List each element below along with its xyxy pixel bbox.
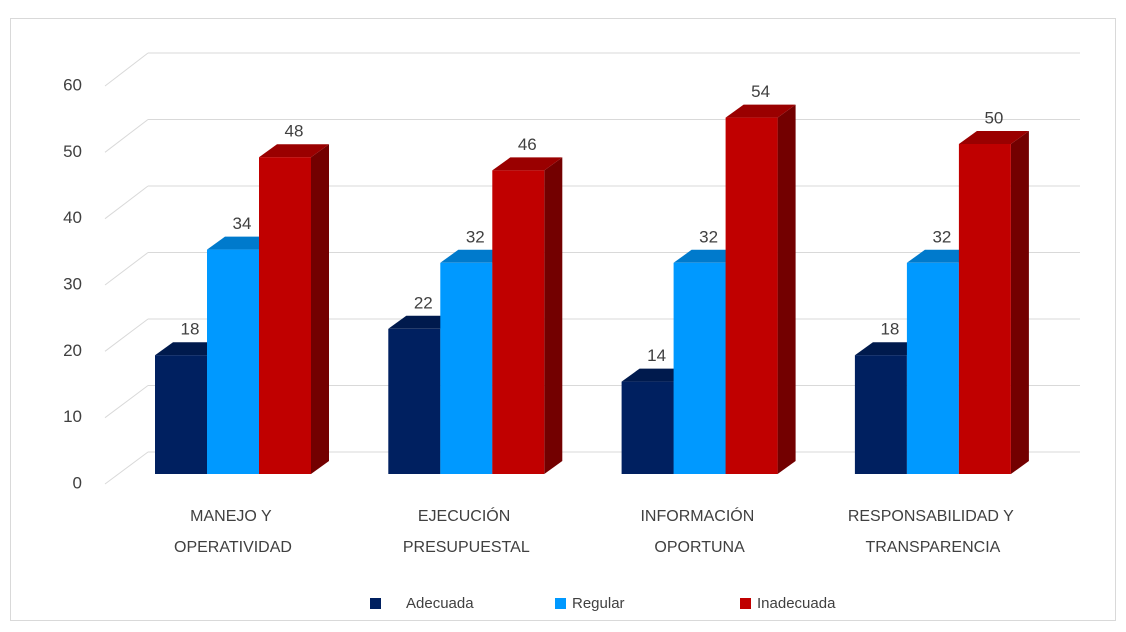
y-tick-label: 40 [63, 208, 82, 227]
data-label: 34 [233, 214, 252, 233]
legend-swatch [555, 598, 566, 609]
legend-swatch [740, 598, 751, 609]
bar-side [777, 104, 796, 474]
bar [155, 355, 207, 474]
y-tick-label: 60 [63, 75, 82, 94]
grid-line-side [104, 385, 149, 419]
bar [440, 262, 493, 474]
x-tick-label: MANEJO Y OPERATIVIDAD [174, 508, 292, 556]
bar-side [311, 144, 329, 474]
bar [259, 157, 311, 474]
bar [958, 144, 1011, 474]
y-tick-label: 10 [63, 407, 82, 426]
bar [388, 328, 441, 474]
bar [673, 262, 726, 474]
data-label: 18 [880, 320, 899, 339]
bar [906, 262, 959, 474]
data-label: 46 [518, 135, 537, 154]
y-tick-label: 0 [73, 473, 82, 492]
bar [725, 117, 778, 474]
bar-top [958, 131, 1029, 144]
legend-label: Adecuada [406, 595, 474, 612]
bar-top [492, 157, 563, 171]
data-label: 50 [984, 108, 1003, 127]
bar [492, 170, 545, 474]
bar [621, 381, 674, 474]
bar [854, 355, 907, 474]
data-label: 22 [414, 293, 433, 312]
data-label: 54 [751, 82, 770, 101]
grid-line-side [104, 451, 149, 485]
grid-line-side [104, 252, 149, 286]
grid-line-side [104, 119, 149, 153]
grid-line-side [104, 52, 149, 87]
data-label: 32 [466, 227, 485, 246]
data-label: 32 [699, 227, 718, 246]
y-tick-label: 50 [63, 142, 82, 161]
data-label: 18 [181, 320, 200, 339]
legend-swatch [370, 598, 381, 609]
grid-line-side [104, 318, 149, 352]
data-label: 14 [647, 346, 666, 365]
x-tick-label: EJECUCIÓN PRESUPUESTAL [403, 506, 530, 556]
y-tick-label: 30 [63, 274, 82, 293]
legend-label: Regular [572, 595, 625, 612]
bar-side [1010, 131, 1029, 474]
bar-top [259, 144, 329, 158]
x-tick-label: INFORMACIÓN OPORTUNA [640, 506, 758, 556]
x-tick-label: RESPONSABILIDAD Y TRANSPARENCIA [848, 508, 1018, 556]
legend-label: Inadecuada [757, 595, 836, 612]
bar-top [725, 104, 796, 118]
data-label: 32 [932, 227, 951, 246]
bar-side [544, 157, 563, 474]
bar [207, 249, 259, 474]
grid-line-side [104, 185, 149, 220]
data-label: 48 [285, 122, 304, 141]
y-tick-label: 20 [63, 341, 82, 360]
